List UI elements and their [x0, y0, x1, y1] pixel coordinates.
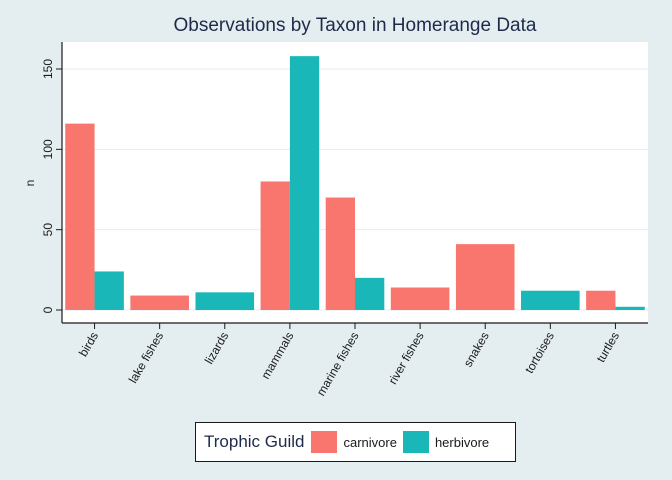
legend-swatch-carnivore — [311, 431, 338, 453]
legend-label-carnivore: carnivore — [343, 434, 397, 450]
x-tick-label-birds: birds — [76, 330, 101, 360]
bar-marine-fishes-carnivore — [325, 197, 355, 310]
x-tick-label-marine-fishes: marine fishes — [314, 330, 362, 399]
legend: Trophic Guild carnivore herbivore — [195, 422, 516, 462]
legend-item-carnivore: carnivore — [311, 431, 397, 453]
bars — [65, 56, 645, 310]
bar-turtles-herbivore — [615, 306, 645, 310]
bar-lizards-herbivore — [195, 292, 255, 310]
bar-snakes-carnivore — [455, 244, 515, 310]
legend-title: Trophic Guild — [204, 432, 305, 451]
bar-marine-fishes-herbivore — [355, 277, 385, 310]
legend-item-herbivore: herbivore — [402, 431, 490, 453]
bar-tortoises-herbivore — [521, 290, 580, 310]
bar-birds-herbivore — [94, 271, 124, 310]
bar-birds-carnivore — [65, 123, 95, 310]
bar-lake-fishes-carnivore — [130, 295, 189, 310]
y-tick-label-150: 150 — [41, 59, 55, 79]
legend-label-herbivore: herbivore — [434, 434, 490, 450]
chart-title: Observations by Taxon in Homerange Data — [174, 15, 537, 36]
x-tick-label-river-fishes: river fishes — [386, 330, 427, 387]
legend-swatch-herbivore — [402, 431, 429, 453]
x-tick-label-lizards: lizards — [202, 330, 231, 367]
x-tick-label-tortoises: tortoises — [522, 330, 557, 376]
y-tick-label-50: 50 — [41, 223, 55, 237]
x-tick-label-lake-fishes: lake fishes — [126, 330, 166, 386]
bar-river-fishes-carnivore — [390, 287, 450, 310]
x-tick-label-mammals: mammals — [258, 330, 296, 382]
y-tick-label-100: 100 — [41, 139, 55, 159]
y-tick-label-0: 0 — [41, 306, 55, 313]
bar-mammals-carnivore — [260, 181, 290, 310]
x-tick-label-snakes: snakes — [461, 330, 492, 370]
y-axis-label: n — [23, 180, 37, 187]
x-tick-label-turtles: turtles — [594, 330, 622, 365]
bar-mammals-herbivore — [289, 56, 320, 310]
bar-turtles-carnivore — [586, 290, 616, 310]
